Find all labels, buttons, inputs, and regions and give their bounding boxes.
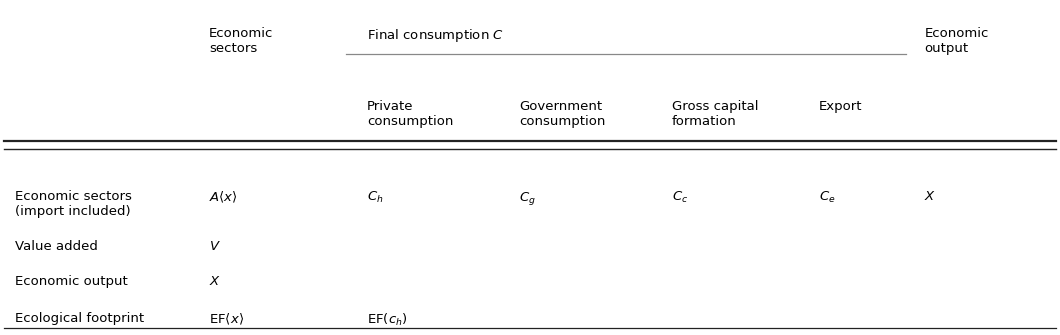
Text: $V$: $V$ <box>209 240 222 253</box>
Text: $C_c$: $C_c$ <box>672 190 688 205</box>
Text: Economic output: Economic output <box>15 275 127 288</box>
Text: Private
consumption: Private consumption <box>367 100 454 128</box>
Text: $A\langle x\rangle$: $A\langle x\rangle$ <box>209 190 239 205</box>
Text: $C_h$: $C_h$ <box>367 190 384 205</box>
Text: Value added: Value added <box>15 240 98 253</box>
Text: Economic sectors
(import included): Economic sectors (import included) <box>15 190 131 218</box>
Text: $\mathrm{EF}\langle x\rangle$: $\mathrm{EF}\langle x\rangle$ <box>209 312 244 327</box>
Text: $C_e$: $C_e$ <box>819 190 835 205</box>
Text: $X$: $X$ <box>209 275 222 288</box>
Text: Government
consumption: Government consumption <box>519 100 606 128</box>
Text: $\mathrm{EF}(c_h)$: $\mathrm{EF}(c_h)$ <box>367 312 408 328</box>
Text: Gross capital
formation: Gross capital formation <box>672 100 759 128</box>
Text: Export: Export <box>819 100 863 114</box>
Text: Economic
output: Economic output <box>924 26 989 55</box>
Text: Final consumption $C$: Final consumption $C$ <box>367 26 504 44</box>
Text: $C_g$: $C_g$ <box>519 190 536 207</box>
Text: Economic
sectors: Economic sectors <box>209 26 273 55</box>
Text: $X$: $X$ <box>924 190 936 203</box>
Text: Ecological footprint: Ecological footprint <box>15 312 144 325</box>
